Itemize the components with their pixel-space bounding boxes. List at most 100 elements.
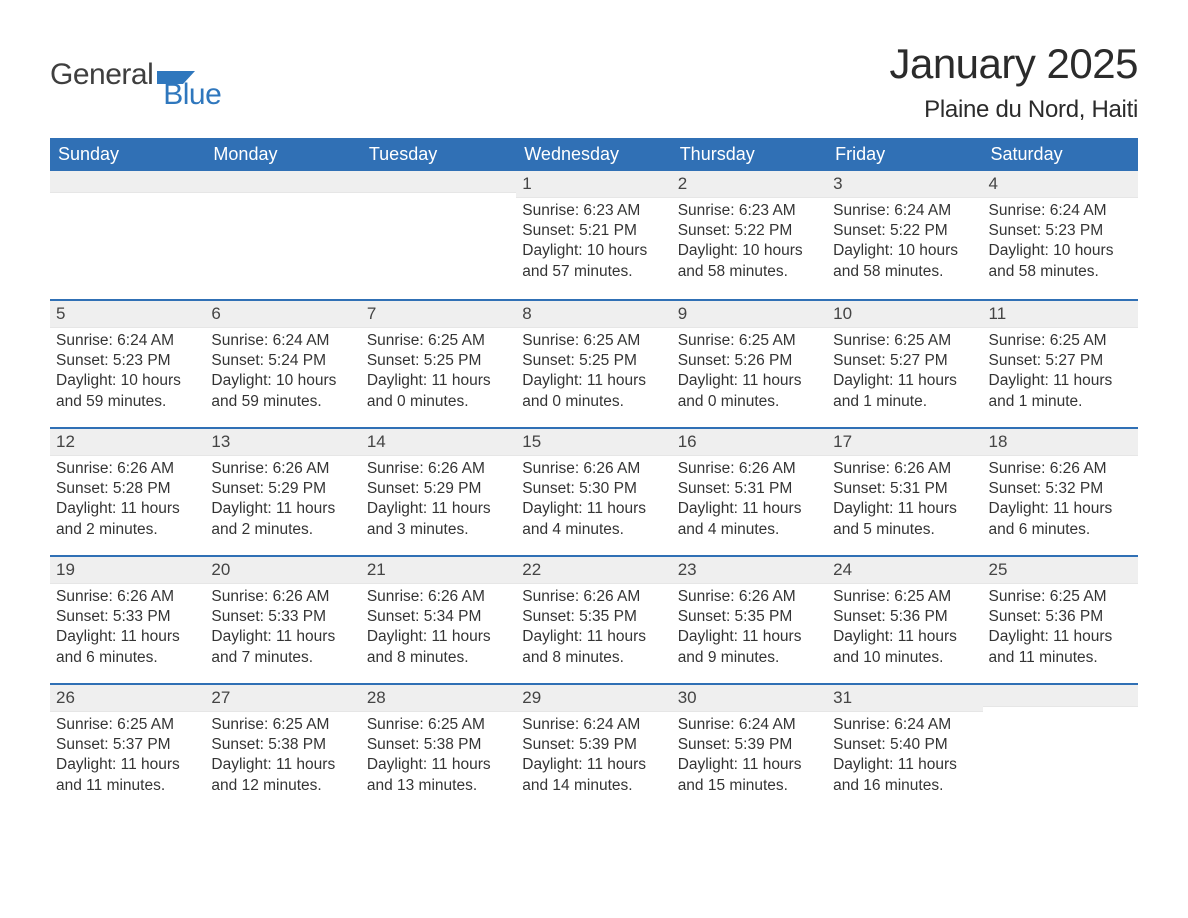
day-number: 18 [983,429,1138,456]
daylight-text: Daylight: 11 hours and 9 minutes. [678,627,821,667]
cell-body: Sunrise: 6:26 AMSunset: 5:29 PMDaylight:… [361,456,516,546]
daylight-text: Daylight: 11 hours and 6 minutes. [56,627,199,667]
daylight-text: Daylight: 11 hours and 16 minutes. [833,755,976,795]
calendar-cell: 12Sunrise: 6:26 AMSunset: 5:28 PMDayligh… [50,429,205,555]
day-number: 24 [827,557,982,584]
cell-body: Sunrise: 6:26 AMSunset: 5:29 PMDaylight:… [205,456,360,546]
cell-body: Sunrise: 6:25 AMSunset: 5:25 PMDaylight:… [516,328,671,418]
sunset-text: Sunset: 5:40 PM [833,735,976,755]
daylight-text: Daylight: 11 hours and 0 minutes. [522,371,665,411]
calendar-cell: 27Sunrise: 6:25 AMSunset: 5:38 PMDayligh… [205,685,360,811]
calendar-cell: 3Sunrise: 6:24 AMSunset: 5:22 PMDaylight… [827,171,982,299]
day-number: 16 [672,429,827,456]
calendar-cell [205,171,360,299]
cell-body: Sunrise: 6:25 AMSunset: 5:36 PMDaylight:… [827,584,982,674]
day-number: 26 [50,685,205,712]
calendar-cell: 29Sunrise: 6:24 AMSunset: 5:39 PMDayligh… [516,685,671,811]
sunrise-text: Sunrise: 6:26 AM [211,459,354,479]
day-number: 28 [361,685,516,712]
calendar-cell: 24Sunrise: 6:25 AMSunset: 5:36 PMDayligh… [827,557,982,683]
sunrise-text: Sunrise: 6:26 AM [211,587,354,607]
day-number [50,171,205,193]
day-number: 6 [205,301,360,328]
daylight-text: Daylight: 11 hours and 2 minutes. [211,499,354,539]
cell-body: Sunrise: 6:23 AMSunset: 5:21 PMDaylight:… [516,198,671,288]
calendar-cell: 15Sunrise: 6:26 AMSunset: 5:30 PMDayligh… [516,429,671,555]
cell-body: Sunrise: 6:26 AMSunset: 5:28 PMDaylight:… [50,456,205,546]
logo-word-2: Blue [163,78,221,112]
calendar-cell [361,171,516,299]
cell-body [50,193,205,202]
sunrise-text: Sunrise: 6:25 AM [367,715,510,735]
sunrise-text: Sunrise: 6:26 AM [522,459,665,479]
sunset-text: Sunset: 5:31 PM [833,479,976,499]
calendar-cell: 19Sunrise: 6:26 AMSunset: 5:33 PMDayligh… [50,557,205,683]
cell-body: Sunrise: 6:25 AMSunset: 5:38 PMDaylight:… [205,712,360,802]
sunset-text: Sunset: 5:27 PM [989,351,1132,371]
sunrise-text: Sunrise: 6:25 AM [833,587,976,607]
sunset-text: Sunset: 5:27 PM [833,351,976,371]
day-number: 1 [516,171,671,198]
sunset-text: Sunset: 5:39 PM [522,735,665,755]
sunset-text: Sunset: 5:25 PM [522,351,665,371]
sunrise-text: Sunrise: 6:23 AM [522,201,665,221]
day-number: 21 [361,557,516,584]
calendar-cell [50,171,205,299]
day-number: 31 [827,685,982,712]
day-number: 8 [516,301,671,328]
sunset-text: Sunset: 5:23 PM [56,351,199,371]
sunrise-text: Sunrise: 6:26 AM [367,459,510,479]
daylight-text: Daylight: 11 hours and 1 minute. [989,371,1132,411]
daylight-text: Daylight: 11 hours and 0 minutes. [678,371,821,411]
sunset-text: Sunset: 5:21 PM [522,221,665,241]
calendar-cell: 5 Sunrise: 6:24 AMSunset: 5:23 PMDaylight… [50,301,205,427]
calendar-cell: 28Sunrise: 6:25 AMSunset: 5:38 PMDayligh… [361,685,516,811]
cell-body: Sunrise: 6:26 AMSunset: 5:33 PMDaylight:… [205,584,360,674]
calendar-cell: 10Sunrise: 6:25 AMSunset: 5:27 PMDayligh… [827,301,982,427]
cell-body: Sunrise: 6:24 AMSunset: 5:39 PMDaylight:… [516,712,671,802]
daylight-text: Daylight: 10 hours and 57 minutes. [522,241,665,281]
cell-body: Sunrise: 6:26 AMSunset: 5:32 PMDaylight:… [983,456,1138,546]
cell-body: Sunrise: 6:25 AMSunset: 5:27 PMDaylight:… [983,328,1138,418]
calendar-cell: 8Sunrise: 6:25 AMSunset: 5:25 PMDaylight… [516,301,671,427]
sunrise-text: Sunrise: 6:25 AM [989,331,1132,351]
daylight-text: Daylight: 10 hours and 58 minutes. [833,241,976,281]
daylight-text: Daylight: 11 hours and 15 minutes. [678,755,821,795]
sunrise-text: Sunrise: 6:25 AM [211,715,354,735]
daylight-text: Daylight: 10 hours and 58 minutes. [678,241,821,281]
sunset-text: Sunset: 5:25 PM [367,351,510,371]
cell-body: Sunrise: 6:24 AMSunset: 5:24 PMDaylight:… [205,328,360,418]
daylight-text: Daylight: 11 hours and 8 minutes. [522,627,665,667]
cell-body: Sunrise: 6:26 AMSunset: 5:30 PMDaylight:… [516,456,671,546]
sunset-text: Sunset: 5:33 PM [211,607,354,627]
calendar-cell: 13Sunrise: 6:26 AMSunset: 5:29 PMDayligh… [205,429,360,555]
calendar-cell: 21Sunrise: 6:26 AMSunset: 5:34 PMDayligh… [361,557,516,683]
cell-body: Sunrise: 6:24 AMSunset: 5:23 PMDaylight:… [983,198,1138,288]
daylight-text: Daylight: 11 hours and 5 minutes. [833,499,976,539]
calendar-cell: 31Sunrise: 6:24 AMSunset: 5:40 PMDayligh… [827,685,982,811]
daylight-text: Daylight: 10 hours and 58 minutes. [989,241,1132,281]
calendar-cell: 26Sunrise: 6:25 AMSunset: 5:37 PMDayligh… [50,685,205,811]
sunrise-text: Sunrise: 6:25 AM [678,331,821,351]
day-number: 5 [50,301,205,328]
day-header-thu: Thursday [672,138,827,171]
calendar-cell: 22Sunrise: 6:26 AMSunset: 5:35 PMDayligh… [516,557,671,683]
daylight-text: Daylight: 11 hours and 2 minutes. [56,499,199,539]
sunrise-text: Sunrise: 6:24 AM [56,331,199,351]
calendar-cell: 1Sunrise: 6:23 AMSunset: 5:21 PMDaylight… [516,171,671,299]
daylight-text: Daylight: 11 hours and 11 minutes. [989,627,1132,667]
sunset-text: Sunset: 5:32 PM [989,479,1132,499]
daylight-text: Daylight: 10 hours and 59 minutes. [56,371,199,411]
page-title: January 2025 [889,40,1138,88]
calendar-cell: 17Sunrise: 6:26 AMSunset: 5:31 PMDayligh… [827,429,982,555]
cell-body: Sunrise: 6:25 AMSunset: 5:25 PMDaylight:… [361,328,516,418]
day-number: 29 [516,685,671,712]
page-header: General Blue January 2025 Plaine du Nord… [50,40,1138,124]
day-number: 20 [205,557,360,584]
day-number: 30 [672,685,827,712]
day-header-sun: Sunday [50,138,205,171]
logo-word-1: General [50,58,153,92]
cell-body: Sunrise: 6:26 AMSunset: 5:35 PMDaylight:… [516,584,671,674]
sunrise-text: Sunrise: 6:23 AM [678,201,821,221]
sunrise-text: Sunrise: 6:25 AM [833,331,976,351]
